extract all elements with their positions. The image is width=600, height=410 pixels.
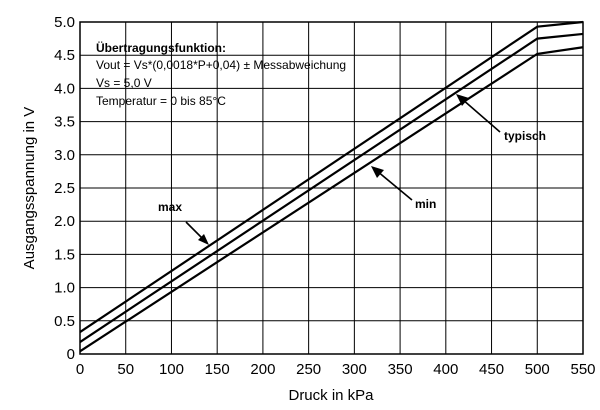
x-tick-label: 500: [525, 361, 550, 378]
y-tick-label: 0: [67, 346, 75, 363]
transfer-function-note: Übertragungsfunktion: Vout = Vs*(0,0018*…: [96, 40, 346, 108]
y-tick-label: 3.0: [54, 147, 75, 164]
x-tick-labels: 0 50 100 150 200 250 300 350 400 450 500 550: [76, 361, 596, 378]
series-label-typisch: typisch: [504, 129, 546, 143]
y-tick-labels: 0 0.5 1.0 1.5 2.0 2.5 3.0 3.5 4.0 4.5 5.0: [54, 14, 75, 363]
note-supply: Vs = 5,0 V: [96, 76, 152, 90]
plot-frame: [79, 21, 584, 355]
x-axis-title: Druck in kPa: [288, 387, 374, 404]
series-label-min: min: [415, 197, 436, 211]
arrow-head-max: [198, 234, 209, 245]
arrow-head-typisch: [456, 94, 469, 106]
x-tick-label: 200: [250, 361, 275, 378]
series-line-max: [79, 20, 584, 334]
arrow-line-min: [376, 170, 413, 201]
arrow-head-min: [371, 166, 384, 178]
series-line-typisch: [79, 32, 584, 343]
x-tick-label: 450: [479, 361, 504, 378]
series-lines: [79, 20, 584, 353]
series-line-min: [79, 46, 584, 353]
x-tick-label: 100: [159, 361, 184, 378]
y-tick-label: 4.5: [54, 47, 75, 64]
x-tick-label: 0: [76, 361, 84, 378]
x-tick-label: 300: [342, 361, 367, 378]
note-temperature: Temperatur = 0 bis 85°C: [96, 94, 226, 108]
note-formula: Vout = Vs*(0,0018*P+0,04) ± Messabweichu…: [96, 58, 346, 72]
y-tick-label: 5.0: [54, 14, 75, 31]
y-tick-label: 1.5: [54, 246, 75, 263]
arrow-line-typisch: [461, 98, 501, 133]
x-tick-label: 350: [388, 361, 413, 378]
y-tick-label: 1.0: [54, 280, 75, 297]
series-label-max: max: [158, 200, 182, 214]
x-tick-label: 550: [570, 361, 595, 378]
x-tick-label: 150: [205, 361, 230, 378]
x-tick-label: 250: [296, 361, 321, 378]
x-tick-label: 50: [117, 361, 134, 378]
y-tick-label: 4.0: [54, 80, 75, 97]
y-axis-title: Ausgangsspannung in V: [21, 107, 38, 270]
y-tick-label: 2.0: [54, 213, 75, 230]
callout-max: max: [158, 200, 209, 245]
y-tick-label: 3.5: [54, 114, 75, 131]
callout-typisch: typisch: [456, 94, 546, 143]
x-tick-label: 400: [433, 361, 458, 378]
note-title: Übertragungsfunktion:: [96, 40, 226, 55]
callout-min: min: [371, 166, 436, 211]
y-tick-label: 2.5: [54, 180, 75, 197]
y-tick-label: 0.5: [54, 313, 75, 330]
